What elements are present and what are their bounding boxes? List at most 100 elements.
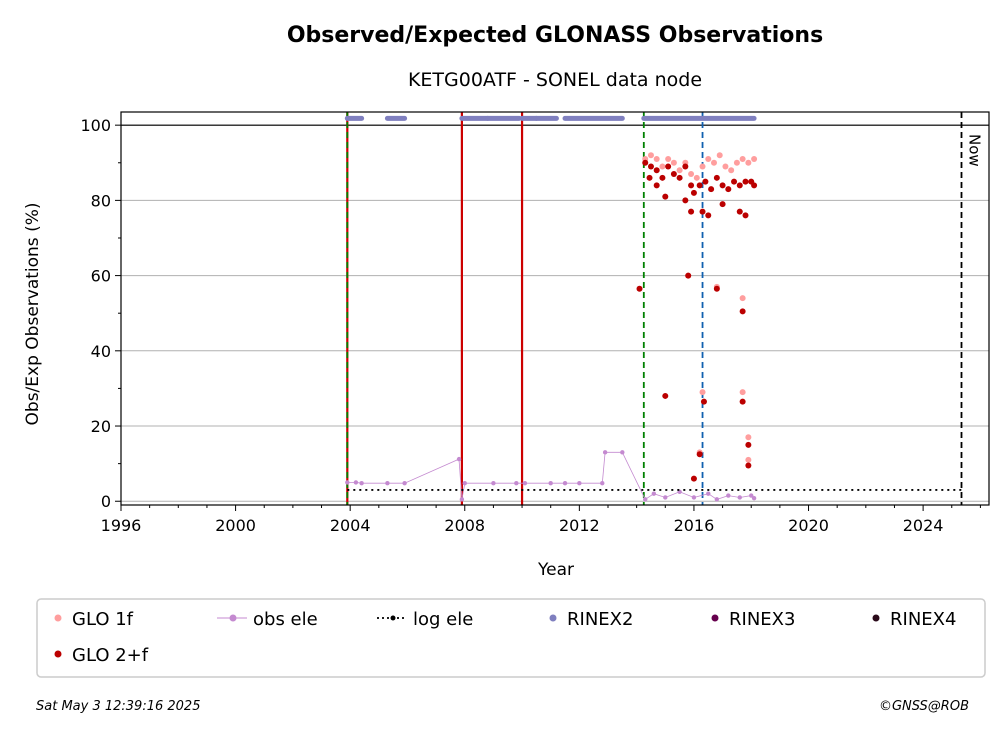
obs-ele-point: [514, 480, 519, 486]
footer-credit: ©GNSS@ROB: [879, 699, 969, 714]
glo-1f-point: [699, 389, 706, 396]
obs-ele-point: [737, 495, 742, 500]
x-tick-label: 2016: [674, 516, 715, 535]
glo-2-f-point: [682, 197, 689, 204]
legend-marker: [229, 614, 237, 622]
glo-1f-point: [688, 171, 695, 178]
x-tick-label: 2008: [444, 516, 485, 535]
legend-item: RINEX3: [711, 609, 795, 630]
glo-1f-point: [705, 156, 712, 163]
glo-2-f-point: [751, 182, 758, 189]
glo-2-f-point: [696, 182, 703, 189]
glo-2-f-point: [688, 208, 695, 215]
glo-2-f-point: [702, 178, 709, 185]
x-tick-label: 2012: [559, 516, 600, 535]
glo-1f-point: [670, 159, 677, 166]
x-tick-label: 2020: [788, 516, 829, 535]
glo-2-f-point: [739, 308, 746, 315]
footer-timestamp: Sat May 3 12:39:16 2025: [36, 699, 200, 714]
x-axis: 1996 2000 2004 2008 2012 2016 2020 2024: [101, 505, 981, 535]
obs-ele-point: [548, 480, 553, 486]
glo-2-f-point: [731, 178, 738, 185]
glo-2-f-point: [636, 285, 643, 292]
glo-1f-point: [733, 159, 740, 166]
legend-item: RINEX2: [549, 609, 633, 630]
glo-2-f-point: [685, 272, 692, 279]
obs-ele-point: [726, 493, 731, 498]
glo-1f-point: [693, 174, 700, 181]
legend-item: GLO 2+f: [54, 645, 149, 666]
glo-1f-point: [716, 152, 723, 159]
y-tick-label: 20: [91, 417, 111, 436]
glo-2-f-point: [653, 182, 660, 189]
obs-ele-point: [691, 495, 697, 500]
legend-marker: [54, 650, 62, 658]
obs-ele-point: [663, 495, 668, 500]
chart-subtitle: KETG00ATF - SONEL data node: [408, 69, 702, 91]
obs-ele-point: [714, 497, 720, 502]
obs-ele-point: [345, 480, 350, 485]
x-tick-label: 2000: [215, 516, 256, 535]
glo-1f-point: [659, 163, 666, 170]
obs-ele-point: [491, 480, 496, 486]
obs-ele-point: [643, 497, 648, 502]
glo-1f-point: [665, 156, 672, 163]
glo-1f-point: [722, 163, 729, 170]
legend-marker: [54, 614, 62, 622]
glo-2-f-point: [719, 201, 726, 208]
glo-2-f-point: [662, 193, 669, 200]
y-tick-label: 40: [91, 342, 111, 361]
obs-ele-point: [651, 491, 657, 496]
glo-2-f-point: [676, 174, 683, 181]
obs-ele-point: [751, 496, 757, 501]
legend-item: RINEX4: [872, 609, 956, 630]
obs-ele-point: [600, 480, 605, 486]
obs-ele-line: [347, 451, 755, 500]
chart-title: Observed/Expected GLONASS Observations: [287, 23, 823, 48]
plot-frame: [120, 111, 990, 506]
glo-1f-point: [751, 156, 758, 163]
glo-2-f-point: [745, 441, 752, 448]
obs-ele-point: [620, 450, 625, 455]
glo-2-f-point: [708, 186, 715, 193]
glo-2-f-point: [742, 212, 749, 219]
y-tick-label: 100: [80, 116, 111, 135]
glo-1f-point: [710, 159, 717, 166]
legend-label: log ele: [413, 609, 473, 630]
gridlines: [121, 124, 989, 502]
glo-2-f-point: [659, 174, 666, 181]
x-axis-label: Year: [537, 560, 574, 580]
obs-ele-point: [522, 480, 528, 486]
glo-2-f-point: [736, 208, 743, 215]
glo-1f-point: [739, 156, 746, 163]
legend-label: RINEX2: [567, 609, 633, 630]
glo-2-f-point: [690, 189, 697, 196]
obs-ele-point: [562, 480, 568, 486]
legend-marker: [390, 615, 396, 621]
glo-1f-point: [739, 295, 746, 302]
glo-2-f-point: [665, 163, 672, 170]
glo-2-f-point: [713, 174, 720, 181]
y-tick-label: 60: [91, 267, 111, 286]
legend-item: GLO 1f: [54, 609, 134, 630]
glo-2-f-point: [670, 171, 677, 178]
glo-2-f-point: [705, 212, 712, 219]
glo-2-f-point: [682, 163, 689, 170]
legend-marker: [872, 614, 880, 622]
glo-1f-point: [745, 159, 752, 166]
glo-1f-point: [647, 152, 654, 159]
glo-1f-point: [699, 163, 706, 170]
glo-2-f-point: [745, 462, 752, 469]
y-tick-label: 80: [91, 191, 111, 210]
glo-2-f-point: [688, 182, 695, 189]
y-axis-label: Obs/Exp Observations (%): [23, 203, 43, 426]
glo-2-f-point: [642, 159, 649, 166]
series-layer: [344, 115, 962, 502]
obs-ele-point: [385, 480, 390, 486]
legend-label: GLO 1f: [72, 609, 134, 630]
obs-ele-point: [706, 491, 711, 496]
now-label: Now: [965, 134, 983, 167]
y-axis: 0 20 40 60 80 100: [80, 116, 121, 511]
glo-2-f-point: [647, 163, 654, 170]
